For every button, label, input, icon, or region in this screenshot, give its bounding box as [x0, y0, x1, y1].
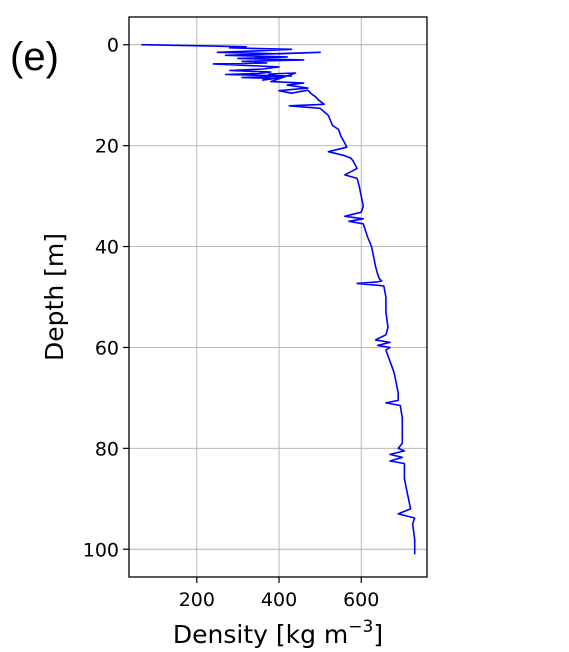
panel-label: (e)	[10, 35, 59, 79]
y-tick-label: 20	[95, 136, 119, 158]
x-axis-label-main: Density [kg m	[173, 620, 348, 649]
y-grid	[129, 44, 427, 550]
y-tick-label: 60	[95, 337, 119, 359]
x-grid	[196, 17, 362, 577]
y-axis-label: Depth [m]	[40, 233, 69, 361]
series-layer	[141, 43, 416, 555]
x-tick-label: 200	[179, 589, 215, 611]
x-axis-label-superscript: −3	[348, 617, 373, 637]
density-profile-line	[141, 43, 416, 555]
x-tick-label: 400	[261, 589, 297, 611]
x-ticks: 200 400 600	[179, 577, 379, 611]
y-tick-label: 100	[83, 539, 119, 561]
plot-frame	[128, 16, 428, 578]
x-tick-label: 600	[343, 589, 379, 611]
x-axis-label-suffix: ]	[373, 620, 383, 649]
y-tick-label: 40	[95, 237, 119, 259]
y-tick-label: 80	[95, 438, 119, 460]
y-ticks: 0 20 40 60 80 100	[83, 35, 129, 561]
y-tick-label: 0	[107, 35, 119, 57]
x-axis-label: Density [kg m−3]	[173, 617, 383, 649]
